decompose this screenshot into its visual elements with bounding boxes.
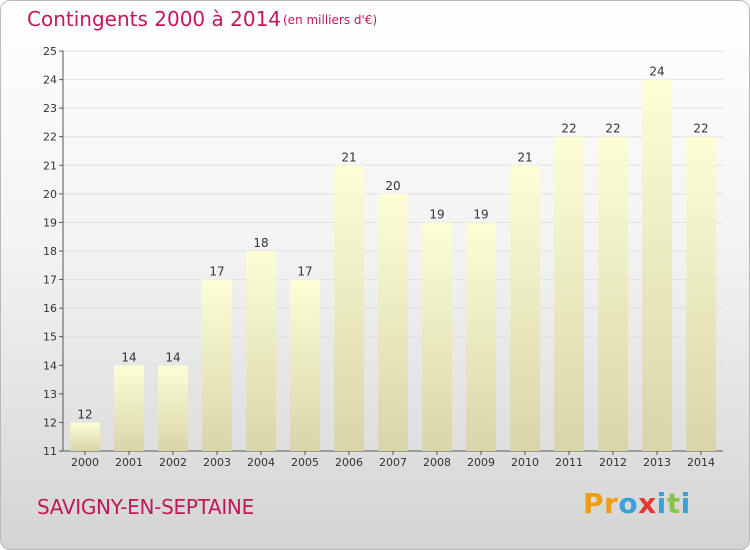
y-tick-label: 13 — [43, 388, 57, 401]
brand-letter: t — [666, 487, 681, 520]
y-tick-label: 17 — [43, 274, 57, 287]
data-label: 17 — [209, 265, 224, 279]
x-tick-label: 2014 — [687, 456, 715, 469]
y-tick-label: 15 — [43, 331, 57, 344]
y-tick-label: 22 — [43, 131, 57, 144]
bar — [334, 165, 364, 452]
x-tick-label: 2006 — [335, 456, 363, 469]
brand-letter: x — [638, 487, 657, 520]
bar — [114, 365, 144, 451]
brand-letter: P — [583, 487, 605, 520]
bar — [686, 136, 716, 451]
y-tick-label: 18 — [43, 245, 57, 258]
y-tick-label: 20 — [43, 188, 57, 201]
data-label: 22 — [693, 122, 708, 136]
y-tick-label: 19 — [43, 216, 57, 229]
x-tick-label: 2002 — [159, 456, 187, 469]
data-label: 21 — [341, 150, 356, 164]
y-tick-label: 14 — [43, 359, 57, 372]
bar — [158, 365, 188, 451]
y-tick-label: 25 — [43, 45, 57, 58]
data-label: 22 — [561, 122, 576, 136]
y-tick-label: 16 — [43, 302, 57, 315]
bar — [378, 193, 408, 451]
brand-letter: r — [604, 487, 619, 520]
data-label: 22 — [605, 122, 620, 136]
bar — [510, 165, 540, 452]
y-tick-label: 23 — [43, 102, 57, 115]
bar — [466, 222, 496, 451]
x-tick-label: 2011 — [555, 456, 583, 469]
bar — [642, 79, 672, 452]
bar — [70, 422, 100, 451]
proxiti-logo: Proxiti — [583, 487, 691, 520]
chart-subtitle: (en milliers d'€) — [283, 13, 378, 27]
x-tick-label: 2003 — [203, 456, 231, 469]
brand-letter: i — [656, 487, 667, 520]
x-tick-label: 2010 — [511, 456, 539, 469]
x-tick-label: 2001 — [115, 456, 143, 469]
data-label: 14 — [121, 350, 136, 364]
bar — [246, 251, 276, 451]
chart-title: Contingents 2000 à 2014 — [27, 7, 282, 31]
y-tick-label: 12 — [43, 416, 57, 429]
data-labels: 12 14 14 17 18 17 21 20 19 19 21 22 22 24 22 — [77, 65, 708, 422]
x-tick-label: 2009 — [467, 456, 495, 469]
x-tick-label: 2008 — [423, 456, 451, 469]
data-label: 19 — [429, 207, 444, 221]
bar — [422, 222, 452, 451]
data-label: 21 — [517, 150, 532, 164]
data-label: 17 — [297, 265, 312, 279]
bar — [290, 279, 320, 451]
y-tick-label: 21 — [43, 159, 57, 172]
brand-letter: o — [618, 487, 639, 520]
x-tick-label: 2000 — [71, 456, 99, 469]
data-label: 18 — [253, 236, 268, 250]
x-tick-label: 2007 — [379, 456, 407, 469]
y-tick-label: 11 — [43, 445, 57, 458]
bar — [554, 136, 584, 451]
data-label: 14 — [165, 350, 180, 364]
y-tick-label: 24 — [43, 74, 57, 87]
bars — [70, 79, 716, 452]
x-tick-label: 2004 — [247, 456, 275, 469]
data-label: 12 — [77, 407, 92, 421]
data-label: 19 — [473, 207, 488, 221]
x-tick-label: 2013 — [643, 456, 671, 469]
x-tick-label: 2012 — [599, 456, 627, 469]
bar — [598, 136, 628, 451]
bar — [202, 279, 232, 451]
data-label: 24 — [649, 65, 664, 79]
commune-name: SAVIGNY-EN-SEPTAINE — [37, 495, 254, 519]
data-label: 20 — [385, 179, 400, 193]
x-tick-label: 2005 — [291, 456, 319, 469]
brand-letter: i — [680, 487, 691, 520]
